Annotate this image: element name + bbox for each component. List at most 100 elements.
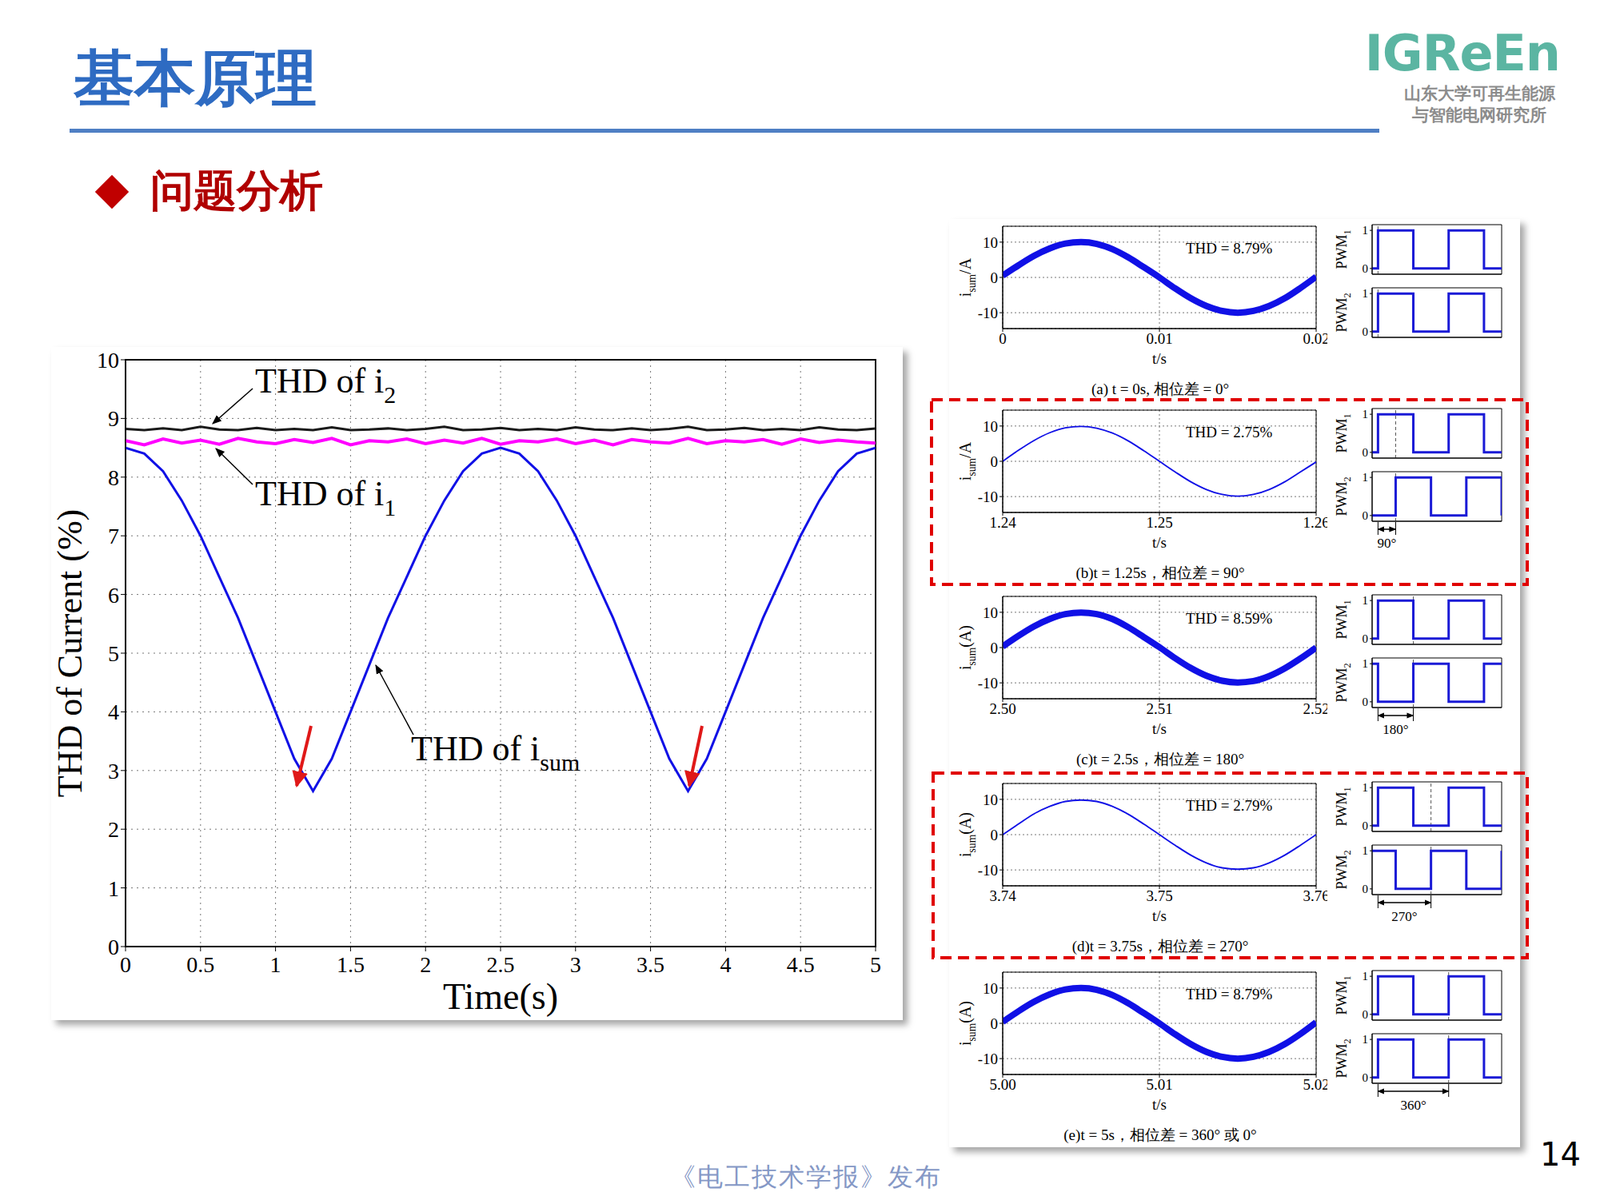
svg-text:-10: -10 [977, 304, 998, 322]
svg-text:1.5: 1.5 [336, 952, 365, 978]
svg-text:180°: 180° [1382, 722, 1409, 738]
svg-text:0: 0 [1362, 262, 1369, 276]
svg-text:10: 10 [982, 418, 998, 435]
svg-text:0: 0 [1362, 1008, 1369, 1022]
svg-text:10: 10 [982, 791, 998, 809]
svg-text:1: 1 [1362, 407, 1369, 421]
svg-text:(e)t = 5s，相位差 = 360° 或 0°: (e)t = 5s，相位差 = 360° 或 0° [1063, 1126, 1257, 1145]
svg-text:PWM1: PWM1 [1333, 229, 1353, 269]
svg-text:10: 10 [982, 604, 998, 622]
svg-text:PWM1: PWM1 [1333, 786, 1353, 826]
svg-text:(b)t = 1.25s，相位差 = 90°: (b)t = 1.25s，相位差 = 90° [1075, 564, 1245, 583]
svg-text:t/s: t/s [1152, 907, 1167, 925]
svg-text:THD = 8.79%: THD = 8.79% [1185, 985, 1273, 1003]
svg-text:3.75: 3.75 [1145, 887, 1173, 905]
svg-text:PWM2: PWM2 [1333, 1038, 1353, 1078]
svg-text:0: 0 [1362, 1071, 1369, 1085]
svg-text:8: 8 [107, 465, 120, 491]
svg-text:0: 0 [990, 269, 999, 287]
svg-text:10: 10 [982, 234, 998, 252]
svg-text:4: 4 [719, 952, 731, 978]
svg-text:0.02: 0.02 [1302, 330, 1328, 348]
svg-text:(a) t = 0s, 相位差 = 0°: (a) t = 0s, 相位差 = 0° [1091, 380, 1229, 399]
svg-text:0: 0 [1362, 882, 1369, 896]
svg-text:0: 0 [998, 330, 1007, 348]
svg-text:0: 0 [1362, 632, 1369, 646]
svg-text:PWM2: PWM2 [1333, 292, 1353, 332]
svg-text:3.5: 3.5 [636, 952, 665, 978]
svg-text:2: 2 [107, 817, 120, 842]
svg-text:1: 1 [107, 876, 120, 902]
svg-text:isum/A: isum/A [956, 441, 978, 481]
svg-text:5.00: 5.00 [989, 1076, 1016, 1094]
svg-text:1: 1 [1362, 657, 1369, 671]
svg-text:THD = 8.79%: THD = 8.79% [1185, 239, 1273, 257]
svg-text:PWM2: PWM2 [1333, 476, 1353, 516]
svg-text:1: 1 [1362, 844, 1369, 858]
svg-text:THD = 2.79%: THD = 2.79% [1185, 797, 1273, 814]
svg-text:0: 0 [1362, 509, 1369, 523]
svg-text:0: 0 [990, 826, 999, 844]
svg-text:1: 1 [1362, 287, 1369, 300]
svg-text:THD = 8.59%: THD = 8.59% [1185, 610, 1273, 627]
svg-text:1.25: 1.25 [1145, 514, 1173, 531]
svg-text:0: 0 [990, 1015, 999, 1033]
svg-text:10: 10 [96, 347, 120, 373]
svg-text:isum(A): isum(A) [956, 812, 978, 858]
svg-text:1: 1 [1362, 223, 1369, 237]
svg-text:2.5: 2.5 [486, 952, 515, 978]
svg-text:0: 0 [990, 639, 999, 657]
svg-text:0: 0 [1362, 695, 1369, 709]
svg-text:0: 0 [1362, 446, 1369, 459]
svg-text:90°: 90° [1377, 535, 1397, 551]
svg-text:9: 9 [107, 406, 120, 431]
svg-text:0.5: 0.5 [186, 952, 215, 978]
svg-text:2.52: 2.52 [1302, 700, 1328, 718]
svg-text:PWM1: PWM1 [1333, 975, 1353, 1015]
svg-text:-10: -10 [977, 674, 998, 692]
svg-text:2.50: 2.50 [989, 700, 1016, 718]
svg-text:0: 0 [990, 453, 999, 471]
svg-text:t/s: t/s [1152, 720, 1167, 738]
svg-text:2.51: 2.51 [1145, 700, 1173, 718]
svg-text:PWM1: PWM1 [1333, 599, 1353, 639]
svg-text:t/s: t/s [1152, 350, 1167, 368]
svg-text:4.5: 4.5 [786, 952, 815, 978]
svg-text:3.74: 3.74 [989, 887, 1017, 905]
svg-text:PWM2: PWM2 [1333, 662, 1353, 703]
svg-text:(c)t = 2.5s，相位差 = 180°: (c)t = 2.5s，相位差 = 180° [1076, 750, 1245, 769]
svg-text:Time(s): Time(s) [442, 976, 559, 1018]
svg-text:2: 2 [419, 952, 431, 978]
svg-text:t/s: t/s [1152, 1096, 1167, 1114]
svg-text:5.01: 5.01 [1145, 1076, 1173, 1094]
svg-text:-10: -10 [977, 1050, 998, 1068]
svg-text:(d)t = 3.75s，相位差 = 270°: (d)t = 3.75s，相位差 = 270° [1072, 937, 1249, 956]
svg-text:isum(A): isum(A) [956, 625, 978, 671]
svg-text:4: 4 [107, 699, 120, 725]
svg-text:1: 1 [1362, 781, 1369, 795]
svg-text:5: 5 [107, 641, 120, 667]
svg-text:PWM2: PWM2 [1333, 849, 1353, 890]
svg-text:0: 0 [119, 952, 132, 978]
svg-text:isum(A): isum(A) [956, 1001, 978, 1046]
svg-text:1: 1 [1362, 1033, 1369, 1046]
svg-text:3.76: 3.76 [1302, 887, 1328, 905]
svg-text:THD of i1: THD of i1 [255, 474, 396, 521]
svg-text:-10: -10 [977, 861, 998, 879]
svg-text:270°: 270° [1391, 909, 1417, 925]
svg-text:0: 0 [1362, 819, 1369, 833]
svg-text:1.24: 1.24 [989, 514, 1017, 531]
svg-text:1: 1 [1362, 470, 1369, 484]
svg-text:isum/A: isum/A [956, 257, 978, 297]
svg-text:3: 3 [107, 758, 120, 784]
svg-text:5.02: 5.02 [1302, 1076, 1328, 1094]
svg-text:7: 7 [107, 523, 120, 549]
svg-text:1: 1 [1362, 969, 1369, 983]
svg-text:PWM1: PWM1 [1333, 413, 1353, 453]
svg-text:1.26: 1.26 [1302, 514, 1328, 531]
svg-text:THD of i2: THD of i2 [255, 361, 396, 408]
svg-text:THD = 2.75%: THD = 2.75% [1185, 423, 1273, 441]
svg-text:THD of Current (%): THD of Current (%) [50, 509, 90, 798]
svg-text:360°: 360° [1400, 1097, 1426, 1114]
svg-text:5: 5 [869, 952, 882, 978]
